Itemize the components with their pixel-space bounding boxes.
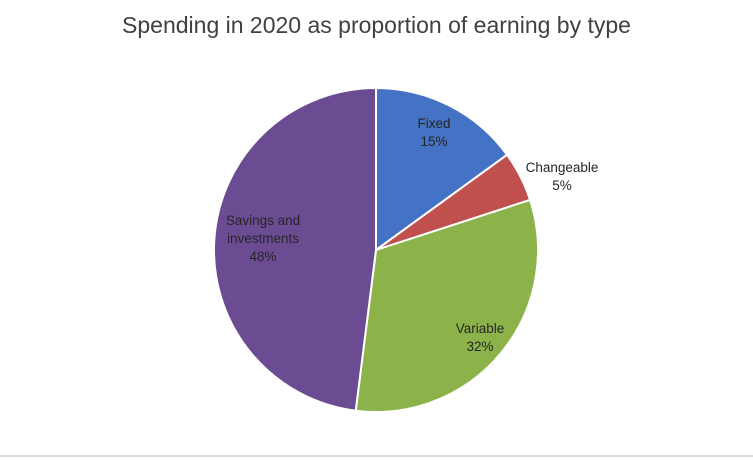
slice-label-savings-and-investments: Savings and investments 48%	[226, 213, 300, 264]
pie-slice-variable	[354, 198, 539, 413]
slice-label-fixed: Fixed 15%	[417, 116, 450, 149]
pie-slice-fixed	[375, 86, 509, 252]
pie-slice-savings-and-investments	[213, 86, 377, 412]
chart-title: Spending in 2020 as proportion of earnin…	[122, 12, 631, 38]
bottom-divider	[0, 455, 753, 457]
slice-label-changeable: Changeable 5%	[526, 160, 599, 193]
slice-label-variable: Variable 32%	[456, 321, 505, 354]
